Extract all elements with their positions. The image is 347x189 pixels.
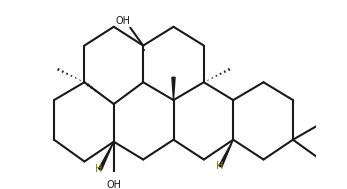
Polygon shape [172, 77, 175, 100]
Text: H: H [216, 161, 223, 171]
Text: H: H [95, 164, 103, 174]
Polygon shape [219, 140, 233, 167]
Text: OH: OH [116, 16, 130, 26]
Polygon shape [99, 142, 114, 170]
Text: OH: OH [106, 180, 121, 189]
